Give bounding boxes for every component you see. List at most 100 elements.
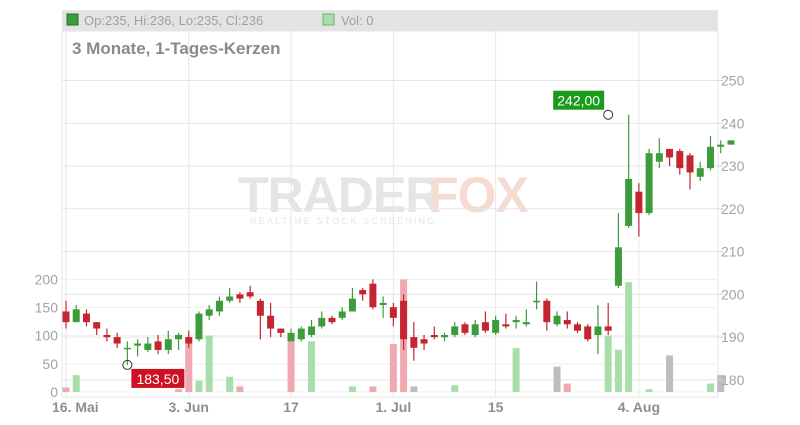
volume-bar — [205, 335, 213, 392]
volume-tick-label: 200 — [35, 271, 59, 287]
candle-body — [338, 311, 346, 318]
candle-body — [318, 317, 326, 327]
y-tick-label: 240 — [721, 115, 745, 131]
volume-bar — [389, 344, 397, 392]
volume-bar — [308, 341, 316, 392]
x-tick-label: 15 — [488, 399, 504, 415]
volume-bar — [604, 335, 612, 392]
volume-bar — [62, 387, 70, 392]
candle-body — [614, 247, 622, 286]
y-tick-label: 200 — [721, 286, 745, 302]
candle-body — [471, 324, 479, 335]
volume-bar — [226, 376, 234, 392]
volume-bar — [706, 383, 714, 392]
candle-body — [287, 332, 295, 342]
candle-body — [635, 191, 643, 214]
candle-body — [113, 337, 121, 344]
candle-body — [420, 339, 428, 344]
candle-body — [645, 153, 653, 214]
candle-layer — [62, 114, 735, 365]
volume-bar — [666, 355, 674, 392]
volume-bar — [563, 383, 571, 392]
candle-body — [297, 328, 305, 340]
candle-body — [134, 343, 142, 346]
volume-tick-label: 150 — [35, 300, 59, 316]
candle-body — [706, 146, 714, 169]
candle-body — [563, 320, 571, 325]
y-tick-label: 250 — [721, 72, 745, 88]
candle-body — [205, 309, 213, 316]
x-tick-label: 16. Mai — [52, 399, 99, 415]
high-marker-circle — [603, 109, 614, 120]
candle-body — [215, 300, 223, 312]
y-tick-label: 190 — [721, 329, 745, 345]
candle-body — [533, 300, 541, 303]
candle-body — [72, 309, 80, 323]
high-price-label: 242,00 — [557, 93, 600, 109]
candle-body — [246, 292, 254, 297]
candle-body — [379, 302, 387, 306]
candle-body — [543, 300, 551, 323]
volume-legend-text: Vol: 0 — [341, 13, 374, 28]
x-tick-label: 4. Aug — [618, 399, 660, 415]
y-tick-label: 210 — [721, 244, 745, 260]
candle-body — [185, 337, 193, 344]
candle-body — [666, 148, 674, 158]
candle-body — [492, 320, 500, 333]
candle-body — [164, 339, 172, 350]
candle-body — [522, 322, 530, 325]
candle-body — [267, 315, 275, 329]
candle-body — [502, 324, 510, 327]
watermark-fox: FOX — [428, 167, 528, 223]
candle-body — [195, 313, 203, 340]
volume-bar — [185, 341, 193, 392]
candle-body — [604, 326, 612, 331]
header-bar — [62, 10, 718, 31]
candle-body — [584, 326, 592, 340]
annotation-layer: 242,00 183,50 — [122, 90, 614, 388]
candle-body — [451, 326, 459, 335]
candle-body — [481, 322, 489, 331]
x-tick-label: 17 — [283, 399, 299, 415]
volume-bar — [717, 375, 725, 392]
candle-body — [717, 144, 725, 147]
candle-body — [123, 347, 131, 350]
low-price-label-bg — [131, 368, 185, 388]
candle-body — [103, 334, 111, 338]
candle-body — [655, 153, 663, 162]
y-tick-label: 230 — [721, 158, 745, 174]
watermark-trader: TRADER — [238, 167, 441, 223]
y-tick-label: 220 — [721, 201, 745, 217]
candle-body — [154, 341, 162, 350]
volume-bar — [553, 366, 561, 392]
candle-body — [236, 294, 244, 299]
ohlc-legend-text: Op:235, Hi:236, Lo:235, Cl:236 — [84, 13, 263, 28]
volume-bar — [175, 389, 183, 392]
candle-body — [625, 178, 633, 226]
candle-body — [727, 140, 735, 145]
candle-body — [461, 324, 469, 333]
volume-bar — [72, 375, 80, 392]
candle-body — [256, 300, 264, 316]
volume-tick-label: 0 — [50, 384, 58, 400]
candle-body — [93, 322, 101, 329]
x-tick-label: 1. Jul — [375, 399, 411, 415]
plot-frame — [61, 30, 719, 398]
candle-body — [348, 298, 356, 312]
candle-body — [410, 337, 418, 348]
high-price-label-bg — [553, 90, 605, 110]
volume-bar — [512, 348, 520, 392]
candle-body — [308, 326, 316, 335]
volume-legend-swatch — [322, 13, 335, 26]
candle-body — [277, 328, 285, 333]
low-price-label: 183,50 — [136, 371, 179, 387]
volume-bar — [287, 341, 295, 392]
candle-body — [512, 320, 520, 323]
volume-tick-label: 50 — [42, 356, 58, 372]
volume-bar — [236, 386, 244, 392]
volume-bar — [625, 282, 633, 392]
candle-body — [686, 155, 694, 173]
volume-bar — [451, 385, 459, 392]
